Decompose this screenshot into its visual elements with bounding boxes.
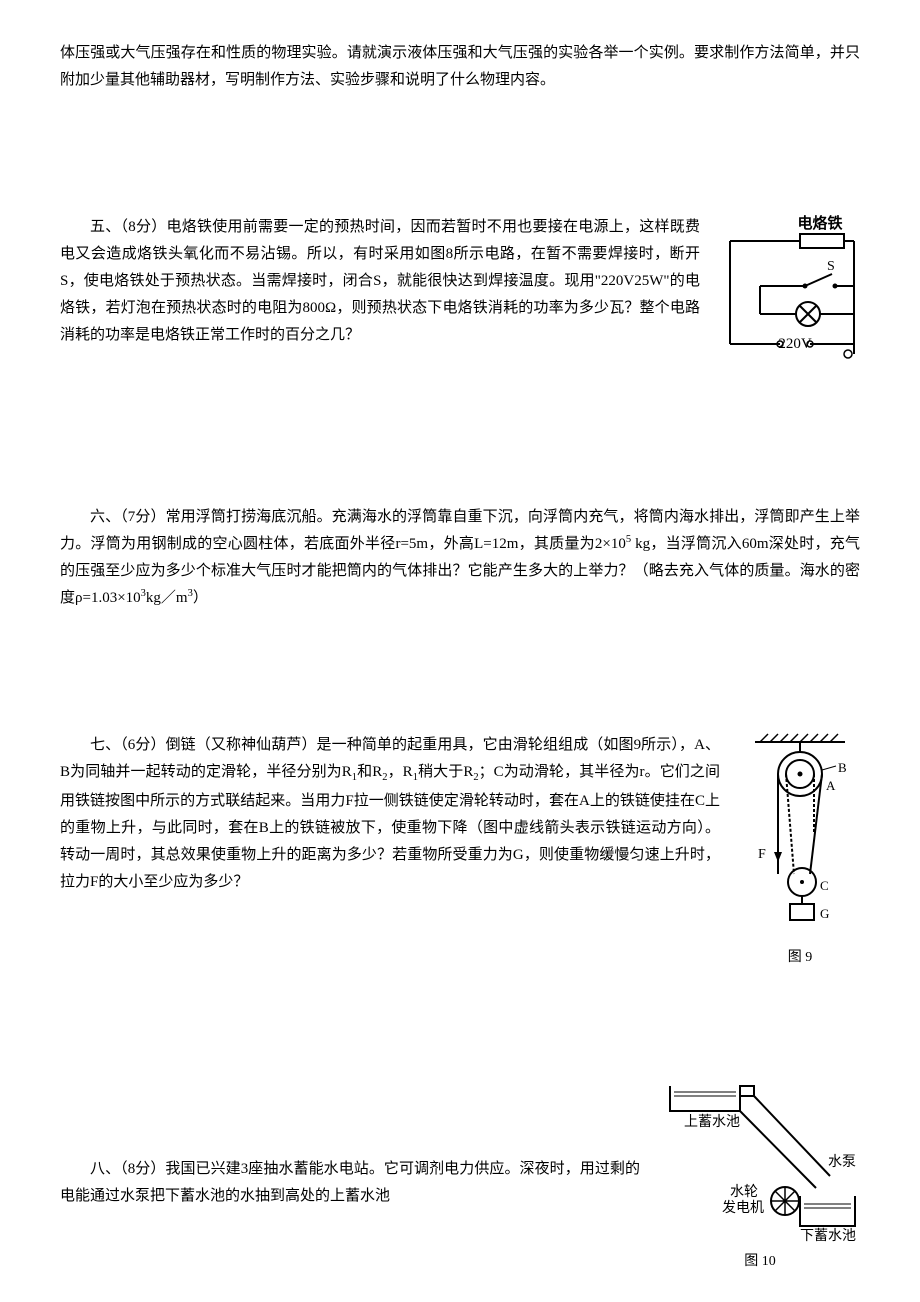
fragment-text: 体压强或大气压强存在和性质的物理实验。请就演示液体压强和大气压强的实验各举一个实… [60, 40, 860, 94]
problem-5-text: 五、（8分）电烙铁使用前需要一定的预热时间，因而若暂时不用也要接在电源上，这样既… [60, 214, 700, 349]
label-C: C [820, 878, 829, 893]
problem-7: 七、（6分）倒链（又称神仙葫芦）是一种简单的起重用具，它由滑轮组组成（如图9所示… [60, 732, 860, 966]
figure-10-caption: 图 10 [660, 1250, 860, 1270]
label-A: A [826, 778, 836, 793]
label-lower: 下蓄水池 [800, 1228, 856, 1244]
label-upper: 上蓄水池 [684, 1114, 740, 1130]
problem-fragment-top: 体压强或大气压强存在和性质的物理实验。请就演示液体压强和大气压强的实验各举一个实… [60, 40, 860, 94]
problem-7-text: 七、（6分）倒链（又称神仙葫芦）是一种简单的起重用具，它由滑轮组组成（如图9所示… [60, 732, 720, 896]
figure-10: 水泵 水轮 发电机 上蓄水池 下蓄水池 图 10 [660, 1066, 860, 1270]
label-B: B [838, 760, 847, 775]
label-pump: 水泵 [828, 1154, 856, 1170]
problem-6: 六、（7分）常用浮筒打捞海底沉船。充满海水的浮筒靠自重下沉，向浮筒内充气，将筒内… [60, 504, 860, 612]
problem-8: 八、（8分）我国已兴建3座抽水蓄能水电站。它可调剂电力供应。深夜时，用过剩的电能… [60, 1066, 860, 1270]
problem-5: 五、（8分）电烙铁使用前需要一定的预热时间，因而若暂时不用也要接在电源上，这样既… [60, 214, 860, 364]
figure-8-circuit: 电烙铁 S [720, 214, 860, 364]
problem-6-text: 六、（7分）常用浮筒打捞海底沉船。充满海水的浮筒靠自重下沉，向浮筒内充气，将筒内… [60, 504, 860, 612]
problem-8-text: 八、（8分）我国已兴建3座抽水蓄能水电站。它可调剂电力供应。深夜时，用过剩的电能… [60, 1156, 640, 1210]
label-turbine-2: 发电机 [722, 1200, 764, 1216]
label-iron: 电烙铁 [797, 214, 842, 232]
figure-9: A B F C G 图 9 [740, 732, 860, 966]
figure-9-caption: 图 9 [740, 946, 860, 966]
label-G: G [820, 906, 829, 921]
label-turbine-1: 水轮 [730, 1184, 758, 1200]
label-switch: S [827, 259, 835, 274]
label-F: F [758, 847, 766, 862]
